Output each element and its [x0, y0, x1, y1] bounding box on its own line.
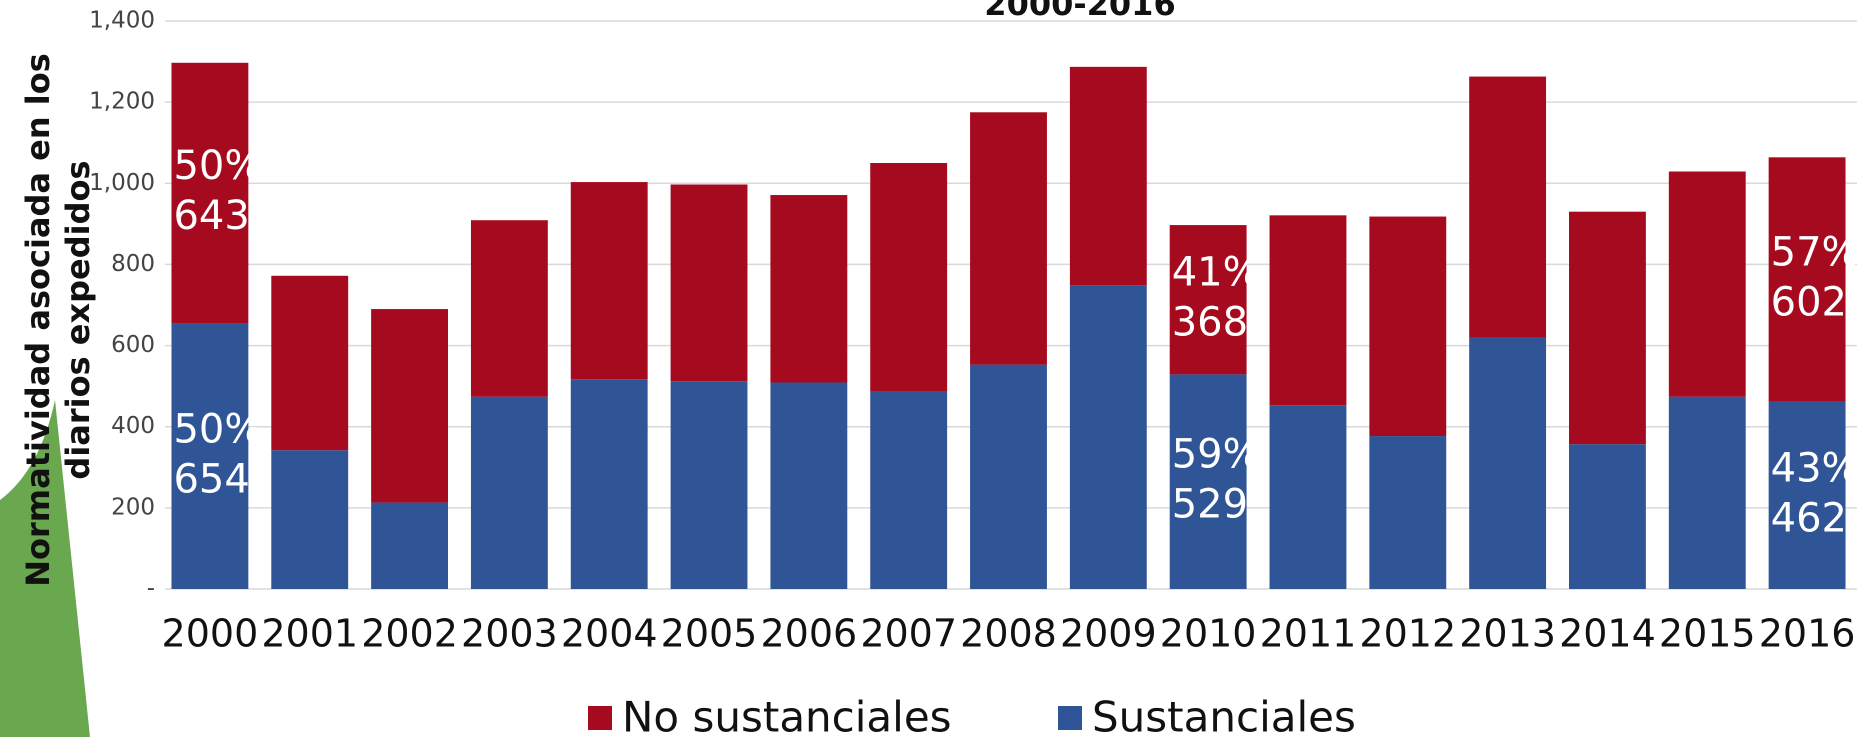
y-axis-label: Normatividad asociada en los [19, 53, 57, 587]
bar-segment [1069, 66, 1147, 286]
bar-segment [870, 391, 948, 589]
data-label: 41% [1172, 250, 1261, 296]
bar-segment [1569, 444, 1646, 589]
bar-segment [670, 184, 748, 382]
x-tick-label: 2002 [361, 612, 458, 656]
y-tick-label: 1,200 [89, 89, 155, 115]
data-label: 654 [173, 456, 249, 502]
x-tick-label: 2014 [1559, 612, 1656, 656]
legend-label: Sustanciales [1092, 693, 1356, 737]
bar-segment [1768, 157, 1846, 402]
x-tick-label: 2001 [261, 612, 358, 656]
bar-segment [470, 396, 548, 589]
x-tick-label: 2008 [960, 612, 1057, 656]
data-label: 59% [1172, 432, 1261, 478]
bar-segment [171, 62, 249, 324]
bar-segment [1269, 215, 1347, 406]
y-tick-label: 1,000 [89, 170, 155, 196]
decoration [0, 400, 90, 737]
bar-segment [1169, 374, 1247, 589]
data-label: 57% [1771, 229, 1857, 275]
bar-segment [271, 275, 349, 451]
x-tick-label: 2004 [561, 612, 658, 656]
bar-segment [1369, 216, 1447, 437]
data-label: 50% [173, 406, 262, 452]
y-tick-label: - [147, 576, 155, 602]
x-tick-label: 2007 [860, 612, 957, 656]
bar-segment [1369, 436, 1447, 589]
bar-segment [570, 182, 648, 380]
x-tick-label: 2012 [1359, 612, 1456, 656]
x-tick-label: 2016 [1759, 612, 1856, 656]
x-tick-label: 2000 [162, 612, 259, 656]
legend-label: No sustanciales [622, 693, 952, 737]
y-tick-label: 1,400 [89, 8, 155, 34]
y-tick-label: 400 [111, 413, 155, 439]
data-label: 43% [1771, 445, 1857, 491]
x-tick-label: 2011 [1260, 612, 1357, 656]
bar-segment [570, 379, 648, 589]
bar-segment [171, 323, 249, 589]
bar-segment [670, 381, 748, 589]
data-label: 462 [1771, 495, 1847, 541]
bar-segment [470, 220, 548, 397]
bar-segment [1668, 396, 1746, 589]
bar-segment [1569, 211, 1646, 445]
data-label: 50% [173, 143, 262, 189]
x-tick-label: 2009 [1060, 612, 1157, 656]
y-tick-label: 200 [111, 494, 155, 520]
bar-segment [371, 309, 448, 503]
data-label: 529 [1172, 482, 1248, 528]
x-tick-label: 2010 [1160, 612, 1257, 656]
x-tick-label: 2006 [760, 612, 857, 656]
y-tick-label: 600 [111, 332, 155, 358]
bar-segment [1269, 405, 1347, 589]
bar-segment [1069, 285, 1147, 589]
bar-segment [1768, 401, 1846, 589]
legend-swatch [588, 706, 612, 730]
bar-segment [770, 382, 848, 589]
data-label: 643 [173, 193, 249, 239]
bar-segment [1169, 225, 1247, 375]
bar-segment [371, 502, 448, 589]
x-tick-label: 2015 [1659, 612, 1756, 656]
bar-segment [970, 112, 1047, 365]
bar-segment [970, 364, 1047, 589]
x-tick-label: 2013 [1459, 612, 1556, 656]
y-axis-label: diarios expedidos [59, 160, 97, 479]
x-tick-label: 2003 [461, 612, 558, 656]
bar-segment [1668, 171, 1746, 397]
bar-segment [870, 163, 948, 392]
y-tick-label: 800 [111, 251, 155, 277]
data-label: 368 [1172, 300, 1248, 346]
x-tick-label: 2005 [661, 612, 758, 656]
bar-segment [1469, 76, 1547, 338]
legend-swatch [1058, 706, 1082, 730]
chart-title: 2000-2016 [984, 0, 1175, 23]
bar-segment [770, 195, 848, 383]
bar-segment [271, 450, 349, 589]
bar-segment [1469, 337, 1547, 589]
data-label: 602 [1771, 279, 1847, 325]
